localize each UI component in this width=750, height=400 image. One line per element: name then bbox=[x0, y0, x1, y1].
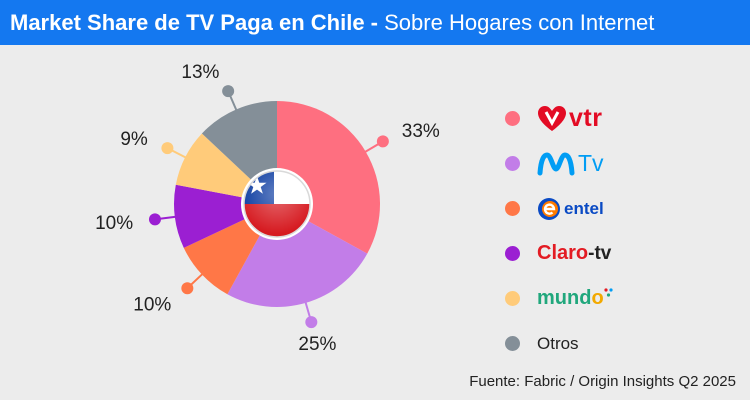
legend-dot-otros bbox=[505, 336, 520, 351]
label-mundo: 9% bbox=[120, 129, 148, 150]
label-claro: 10% bbox=[95, 213, 133, 234]
entel-logo: entel bbox=[537, 197, 604, 221]
chart-title: Market Share de TV Paga en Chile - Sobre… bbox=[10, 10, 654, 36]
entel-e-icon bbox=[538, 197, 560, 220]
legend-dot-vtr bbox=[505, 111, 520, 126]
legend-dot-entel bbox=[505, 201, 520, 216]
legend-dot-movistar bbox=[505, 156, 520, 171]
legend-item-movistar: Tv bbox=[505, 141, 705, 186]
leader-dot-vtr bbox=[376, 135, 389, 148]
vtr-logo: vtr bbox=[537, 104, 602, 133]
movistar-tv-text: Tv bbox=[578, 150, 604, 176]
label-vtr: 33% bbox=[402, 121, 440, 142]
vtr-heart-icon bbox=[538, 105, 566, 131]
legend-item-mundo: mund o bbox=[505, 276, 705, 321]
leader-dot-otros bbox=[222, 85, 235, 98]
title-bold: Market Share de TV Paga en Chile - bbox=[10, 9, 385, 35]
legend-item-entel: entel bbox=[505, 186, 705, 231]
legend-item-otros: Otros bbox=[505, 321, 705, 366]
title-light: Sobre Hogares con Internet bbox=[384, 9, 655, 35]
legend-item-vtr: vtr bbox=[505, 96, 705, 141]
label-movistar: 25% bbox=[298, 334, 336, 355]
mundo-text-main: mund bbox=[537, 287, 592, 309]
entel-text: entel bbox=[564, 198, 604, 218]
legend-dot-claro bbox=[505, 246, 520, 261]
legend-item-claro: Claro -tv bbox=[505, 231, 705, 276]
legend-dot-mundo bbox=[505, 291, 520, 306]
otros-text: Otros bbox=[537, 333, 579, 353]
chart-labels: 33% 25% 10% 10% 9% 13% bbox=[95, 62, 440, 355]
chile-flag-icon bbox=[241, 168, 313, 240]
mundo-text-o: o bbox=[591, 287, 604, 309]
label-entel: 10% bbox=[133, 294, 171, 315]
mundo-dots-icon bbox=[604, 288, 613, 297]
donut-chart: 33% 25% 10% 10% 9% 13% bbox=[95, 62, 440, 355]
claro-tv-text: -tv bbox=[588, 242, 612, 264]
leader-dot-mundo bbox=[161, 142, 174, 155]
movistar-logo: Tv bbox=[537, 150, 604, 177]
vtr-text: vtr bbox=[569, 104, 603, 132]
source-note: Fuente: Fabric / Origin Insights Q2 2025 bbox=[469, 373, 736, 390]
leader-dot-claro bbox=[148, 213, 161, 226]
claro-text: Claro bbox=[537, 242, 589, 264]
slice-movistar bbox=[227, 204, 368, 308]
movistar-m-icon bbox=[537, 151, 575, 175]
mundo-logo: mund o bbox=[537, 287, 613, 310]
label-otros: 13% bbox=[181, 62, 219, 83]
leader-dot-movistar bbox=[305, 316, 318, 329]
chart-leaders bbox=[148, 85, 389, 329]
header-bar: Market Share de TV Paga en Chile - Sobre… bbox=[0, 0, 750, 45]
claro-logo: Claro -tv bbox=[537, 242, 611, 265]
leader-dot-entel bbox=[181, 282, 194, 295]
legend: vtr Tv entel Claro -tv mund o Otros bbox=[505, 96, 705, 366]
